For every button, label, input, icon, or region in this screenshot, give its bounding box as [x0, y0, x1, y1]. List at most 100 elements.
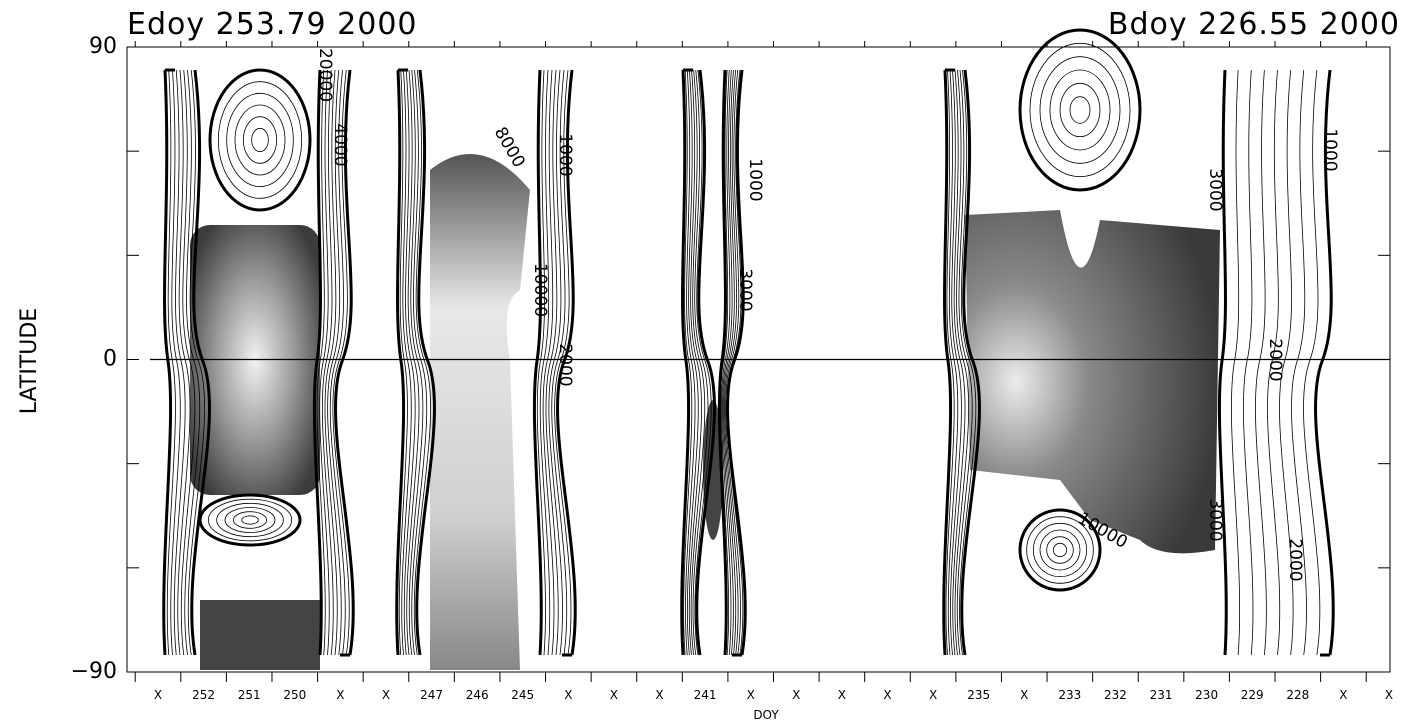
- contour-line: [166, 69, 176, 656]
- contour-line: [411, 69, 428, 656]
- x-tick-label: 241: [694, 688, 717, 702]
- contour-label: 20000: [315, 48, 335, 102]
- contour-line: [1049, 69, 1111, 151]
- contour-line: [1314, 69, 1335, 656]
- shaded-region: [703, 400, 723, 540]
- x-tick-label: X: [838, 688, 846, 702]
- contour-line: [198, 493, 302, 547]
- contour-field: [162, 28, 1335, 670]
- x-tick-label: 250: [283, 688, 306, 702]
- x-tick-label: 229: [1241, 688, 1264, 702]
- contour-label: 3000: [735, 268, 755, 311]
- contour-line: [329, 69, 346, 656]
- y-axis-label: LATITUDE: [17, 308, 42, 414]
- contour-line: [688, 69, 702, 656]
- x-tick-label: 231: [1150, 688, 1173, 702]
- contour-line: [952, 69, 966, 656]
- x-tick-label: X: [929, 688, 937, 702]
- contour-line: [1029, 42, 1131, 178]
- contour-line: [954, 69, 970, 656]
- contour-line: [398, 69, 408, 656]
- contour-line: [395, 69, 406, 656]
- x-tick-label: X: [336, 688, 344, 702]
- contour-line: [1052, 542, 1068, 558]
- y-tick-label: 90: [89, 34, 117, 59]
- contour-line: [556, 69, 577, 656]
- contour-line: [162, 69, 173, 656]
- contour-line: [226, 92, 294, 188]
- contour-line: [316, 69, 326, 656]
- contour-line: [960, 69, 981, 656]
- contour-line: [532, 69, 543, 656]
- contour-label: 3000: [1205, 498, 1225, 541]
- contour-line: [950, 69, 962, 656]
- contour-label: 1000: [1320, 128, 1340, 171]
- contour-line: [1018, 28, 1142, 192]
- contour-line: [190, 69, 211, 656]
- contour-line: [724, 69, 739, 656]
- x-tick-label: 246: [466, 688, 489, 702]
- contour-line: [947, 69, 959, 656]
- contour-line: [173, 69, 186, 656]
- contour-line: [1303, 69, 1321, 656]
- x-tick-label: X: [792, 688, 800, 702]
- contour-line: [685, 69, 696, 656]
- contour-line: [683, 69, 693, 656]
- x-tick-label: 252: [192, 688, 215, 702]
- contour-line: [1059, 82, 1101, 138]
- x-tick-label: X: [655, 688, 663, 702]
- contour-line: [1018, 508, 1102, 592]
- contour-line: [319, 69, 330, 656]
- contour-line: [1279, 69, 1294, 656]
- contour-line: [321, 69, 334, 656]
- contour-label: 3000: [1205, 168, 1225, 211]
- contour-line: [415, 69, 436, 656]
- contour-line: [1046, 536, 1074, 564]
- x-tick-label: 245: [511, 688, 534, 702]
- chart-title: Bdoy 226.55 2000: [1108, 7, 1400, 42]
- contour-line: [401, 69, 412, 656]
- contour-line: [251, 127, 269, 153]
- contour-line: [694, 69, 712, 656]
- contour-line: [686, 69, 699, 656]
- contour-line: [725, 69, 741, 656]
- contour-line: [224, 507, 276, 533]
- contour-line: [234, 104, 286, 176]
- x-tick-label: X: [154, 688, 162, 702]
- contour-line: [216, 502, 284, 538]
- x-tick-label: X: [382, 688, 390, 702]
- x-tick-label: 247: [420, 688, 443, 702]
- contour-line: [695, 69, 716, 656]
- contour-line: [551, 69, 568, 656]
- contour-line: [942, 69, 953, 656]
- x-tick-label: 235: [967, 688, 990, 702]
- contour-line: [413, 69, 431, 656]
- contour-line: [217, 81, 303, 199]
- contour-line: [170, 69, 181, 656]
- contour-line: [207, 498, 293, 542]
- contour-line: [723, 69, 737, 656]
- x-axis-label: DOY: [753, 708, 779, 722]
- contour-line: [692, 69, 709, 656]
- contour-label: 4000: [330, 123, 350, 166]
- contour-label: 1000: [555, 133, 575, 176]
- contour-line: [334, 69, 355, 656]
- contour-line: [721, 69, 732, 656]
- contour-label: 2000: [555, 343, 575, 386]
- contour-line: [187, 69, 205, 656]
- contour-line: [690, 69, 706, 656]
- contour-line: [959, 69, 977, 656]
- contour-line: [242, 116, 278, 164]
- x-tick-label: X: [1020, 688, 1028, 702]
- contour-line: [312, 69, 323, 656]
- x-tick-label: 230: [1195, 688, 1218, 702]
- x-tick-label: X: [1385, 688, 1393, 702]
- contour-line: [406, 69, 420, 656]
- contour-line: [403, 69, 416, 656]
- contour-line: [1243, 69, 1254, 656]
- contour-line: [1026, 516, 1094, 584]
- contour-line: [1217, 69, 1228, 656]
- shaded-region: [200, 600, 320, 670]
